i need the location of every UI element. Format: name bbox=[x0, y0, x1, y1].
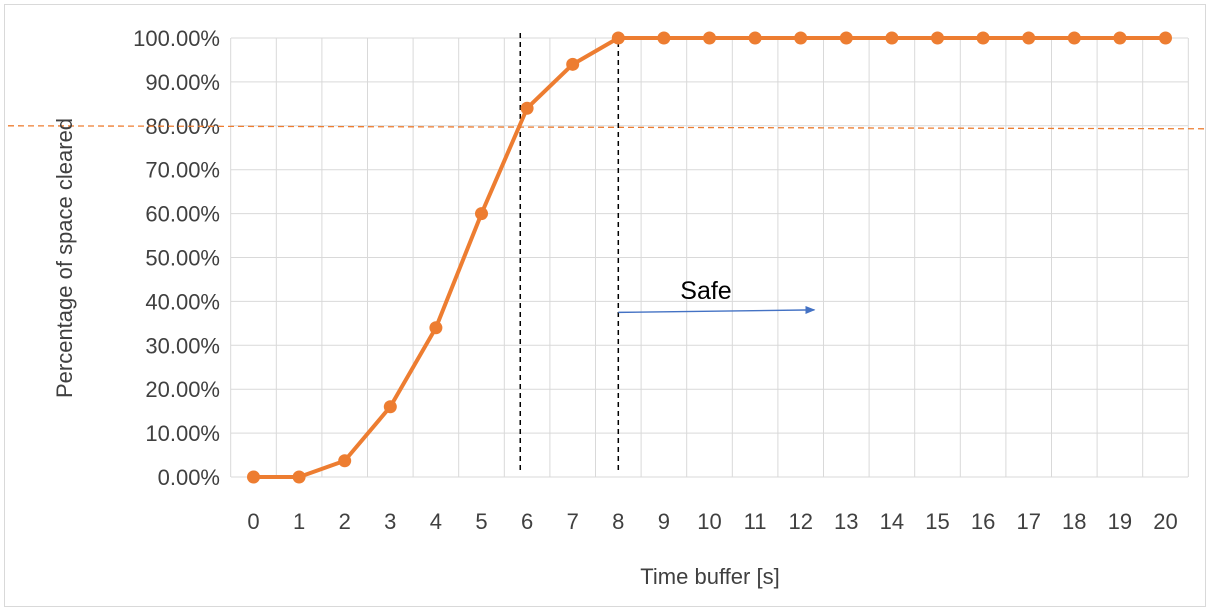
data-point bbox=[976, 31, 990, 45]
grid bbox=[230, 37, 1189, 478]
data-point bbox=[566, 57, 580, 71]
y-tick-label: 70.00% bbox=[145, 158, 220, 183]
x-tick-label: 20 bbox=[1153, 509, 1177, 534]
data-point bbox=[1022, 31, 1036, 45]
data-point bbox=[839, 31, 853, 45]
y-tick-label: 20.00% bbox=[145, 377, 220, 402]
y-tick-label: 0.00% bbox=[158, 465, 220, 490]
data-point bbox=[520, 101, 534, 115]
y-tick-label: 90.00% bbox=[145, 70, 220, 95]
y-tick-label: 10.00% bbox=[145, 421, 220, 446]
x-tick-label: 5 bbox=[475, 509, 487, 534]
y-tick-label: 50.00% bbox=[145, 246, 220, 271]
x-tick-label: 7 bbox=[567, 509, 579, 534]
x-axis-title: Time buffer [s] bbox=[640, 564, 779, 589]
x-tick-label: 8 bbox=[612, 509, 624, 534]
x-tick-label: 19 bbox=[1108, 509, 1132, 534]
data-point bbox=[611, 31, 625, 45]
y-axis-title: Percentage of space cleared bbox=[52, 118, 77, 398]
data-point bbox=[338, 454, 352, 468]
data-point bbox=[475, 207, 488, 221]
x-tick-label: 9 bbox=[658, 509, 670, 534]
x-tick-label: 11 bbox=[744, 509, 767, 534]
data-point bbox=[748, 31, 762, 45]
data-point bbox=[292, 470, 306, 484]
x-tick-label: 3 bbox=[384, 509, 396, 534]
data-point bbox=[1113, 31, 1127, 45]
x-tick-label: 18 bbox=[1062, 509, 1086, 534]
x-tick-label: 1 bbox=[293, 509, 305, 534]
annotations: Safe bbox=[7, 33, 1208, 474]
x-tick-label: 12 bbox=[788, 509, 812, 534]
safe-arrow bbox=[618, 305, 816, 314]
x-tick-label: 15 bbox=[925, 509, 949, 534]
x-axis-ticks: 0 1 2 3 4 5 6 7 8 9 10 11 12 13 14 15 16 17 18 19 20 bbox=[247, 509, 1177, 534]
data-point bbox=[383, 400, 397, 414]
x-tick-label: 6 bbox=[521, 509, 533, 534]
x-tick-label: 16 bbox=[971, 509, 995, 534]
x-tick-label: 13 bbox=[834, 509, 858, 534]
data-point bbox=[794, 31, 808, 45]
data-point bbox=[703, 31, 716, 45]
data-point bbox=[1159, 31, 1172, 45]
y-tick-label: 30.00% bbox=[145, 333, 220, 358]
data-point bbox=[1067, 31, 1081, 45]
data-point bbox=[429, 321, 443, 335]
y-tick-label: 60.00% bbox=[145, 202, 220, 227]
x-tick-label: 0 bbox=[247, 509, 259, 534]
safe-label: Safe bbox=[680, 277, 731, 305]
x-tick-label: 10 bbox=[697, 509, 721, 534]
x-tick-label: 4 bbox=[430, 509, 442, 534]
x-tick-label: 14 bbox=[880, 509, 904, 534]
data-point bbox=[931, 31, 944, 45]
y-axis-ticks: 0.00% 10.00% 20.00% 30.00% 40.00% 50.00% 60.00… bbox=[133, 26, 220, 490]
y-tick-label: 40.00% bbox=[145, 289, 220, 314]
data-point bbox=[657, 31, 671, 45]
y-tick-label: 100.00% bbox=[133, 26, 220, 51]
data-point bbox=[885, 31, 899, 45]
x-tick-label: 17 bbox=[1016, 509, 1040, 534]
x-tick-label: 2 bbox=[339, 509, 351, 534]
data-point bbox=[247, 470, 260, 484]
series bbox=[247, 31, 1172, 484]
